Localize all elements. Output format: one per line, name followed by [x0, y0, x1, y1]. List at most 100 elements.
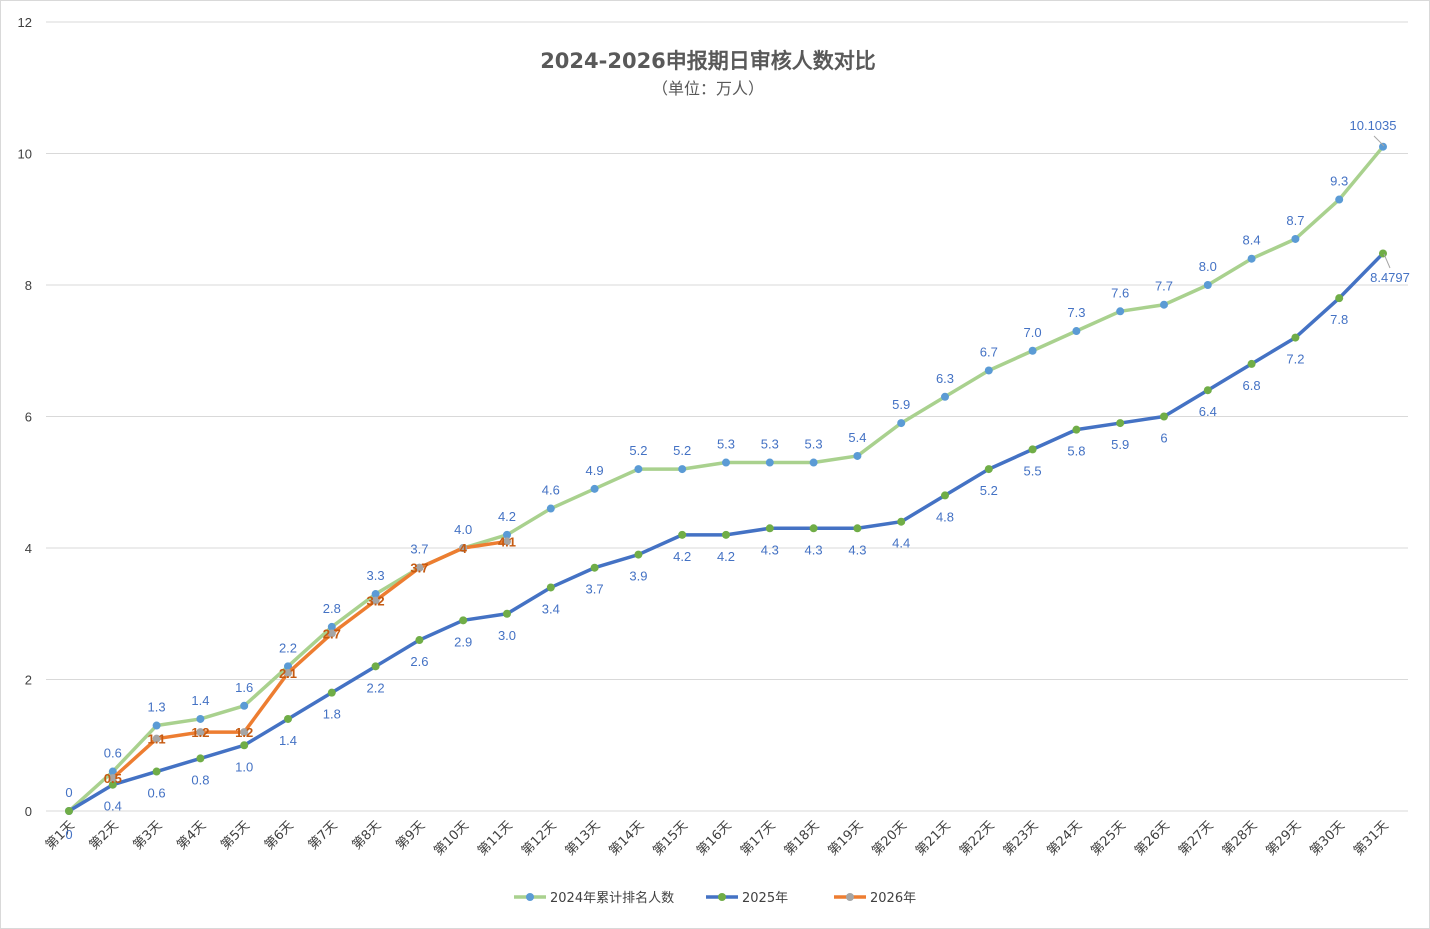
data-label-2024: 10.1035	[1350, 118, 1397, 133]
y-tick-label: 10	[18, 147, 32, 162]
data-label-2025: 5.5	[1024, 463, 1042, 478]
data-point	[240, 728, 249, 737]
legend: 2024年累计排名人数 2025年 2026年	[514, 890, 916, 906]
data-label-2025: 7.2	[1286, 352, 1304, 367]
data-label-2025: 4.3	[848, 542, 866, 557]
data-label-2025: 0	[65, 827, 72, 842]
data-point	[1335, 294, 1344, 303]
data-label-2024: 4.9	[586, 463, 604, 478]
x-tick-label: 第27天	[1176, 818, 1217, 859]
data-label-2025: 6.8	[1243, 378, 1261, 393]
data-label-2025: 6.4	[1199, 404, 1217, 419]
data-point	[634, 465, 643, 474]
data-label-2026: 1.1	[148, 732, 166, 747]
data-label-2024: 5.9	[892, 397, 910, 412]
x-tick-label: 第26天	[1132, 818, 1173, 859]
y-tick-label: 4	[25, 541, 32, 556]
data-point	[897, 419, 906, 428]
data-point	[678, 465, 687, 474]
data-point	[941, 491, 949, 500]
data-label-2026: 2.7	[323, 626, 341, 641]
data-label-2026: 0.5	[104, 771, 122, 786]
data-label-2026: 3.2	[367, 594, 385, 609]
data-label-2025: 0.4	[104, 799, 122, 814]
legend-label: 2026年	[870, 891, 916, 906]
data-label-2024: 1.6	[235, 680, 253, 695]
data-label-2024: 8.7	[1286, 213, 1304, 228]
data-label-2025: 1.8	[323, 707, 341, 722]
data-label-2026: 1.2	[191, 725, 209, 740]
data-label-2024: 8.4	[1243, 233, 1261, 248]
x-tick-label: 第4天	[174, 818, 209, 853]
data-point	[1203, 281, 1212, 289]
data-point	[897, 517, 906, 526]
data-label-2024: 7.7	[1155, 279, 1173, 294]
data-label-2025: 4.4	[892, 536, 910, 551]
data-label-2024: 5.4	[848, 430, 866, 445]
data-label-2024: 9.3	[1330, 174, 1348, 189]
data-label-2024: 5.3	[761, 437, 779, 452]
x-tick-label: 第15天	[650, 818, 691, 859]
series-line-2026	[111, 539, 509, 780]
data-point	[196, 714, 205, 723]
data-label-2024: 4.6	[542, 483, 560, 498]
data-label-2025: 6	[1160, 431, 1167, 446]
x-tick-label: 第2天	[87, 818, 122, 853]
data-point	[196, 754, 205, 763]
data-point	[1072, 425, 1081, 434]
data-point	[152, 734, 161, 743]
data-point	[327, 688, 336, 697]
data-point	[634, 550, 643, 559]
data-point	[1116, 307, 1125, 316]
x-tick-label: 第5天	[218, 818, 253, 853]
data-point	[1072, 327, 1081, 336]
data-point	[240, 741, 249, 750]
data-point	[1160, 412, 1168, 421]
data-label-2025: 0.6	[148, 786, 166, 801]
data-point	[1335, 195, 1344, 204]
y-tick-label: 2	[25, 673, 32, 688]
data-point	[1291, 234, 1300, 243]
data-label-2025: 0.8	[191, 772, 209, 787]
chart-title: 2024-2026申报期日审核人数对比	[540, 49, 876, 73]
data-label-2025: 2.6	[410, 654, 428, 669]
x-tick-label: 第21天	[913, 818, 954, 859]
data-label-2025: 5.2	[980, 483, 998, 498]
data-point	[371, 662, 380, 671]
data-label-2024: 7.6	[1111, 285, 1129, 300]
legend-label: 2024年累计排名人数	[550, 890, 674, 906]
data-label-2024: 4.2	[498, 509, 516, 524]
data-label-2024: 6.7	[980, 344, 998, 359]
data-label-2025: 4.8	[936, 509, 954, 524]
x-tick-label: 第20天	[869, 818, 910, 859]
legend-label: 2025年	[742, 891, 788, 906]
data-point	[1203, 386, 1212, 395]
data-point	[1291, 333, 1300, 342]
x-tick-label: 第6天	[262, 818, 297, 853]
data-label-2024: 1.4	[191, 693, 209, 708]
data-point	[284, 668, 292, 677]
data-label-2024: 5.3	[717, 437, 735, 452]
data-label-2024: 6.3	[936, 371, 954, 386]
y-tick-label: 0	[25, 804, 32, 819]
x-tick-label: 第18天	[782, 818, 823, 859]
leader-line	[1373, 135, 1385, 147]
x-tick-label: 第30天	[1307, 818, 1348, 859]
data-label-2026: 3.7	[410, 561, 428, 576]
data-point	[853, 524, 862, 533]
leader-line	[1383, 253, 1391, 269]
legend-item: 2024年累计排名人数	[514, 890, 674, 906]
data-label-2025: 5.8	[1067, 444, 1085, 459]
data-point	[503, 609, 511, 618]
data-point	[108, 780, 117, 789]
data-point	[1160, 300, 1168, 309]
data-point	[196, 728, 205, 737]
data-point	[284, 662, 292, 671]
x-tick-label: 第16天	[694, 818, 735, 859]
data-point	[984, 366, 993, 375]
x-tick-label: 第22天	[957, 818, 998, 859]
legend-item: 2026年	[834, 891, 916, 906]
x-tick-label: 第14天	[607, 818, 648, 859]
data-label-2024: 5.3	[805, 437, 823, 452]
